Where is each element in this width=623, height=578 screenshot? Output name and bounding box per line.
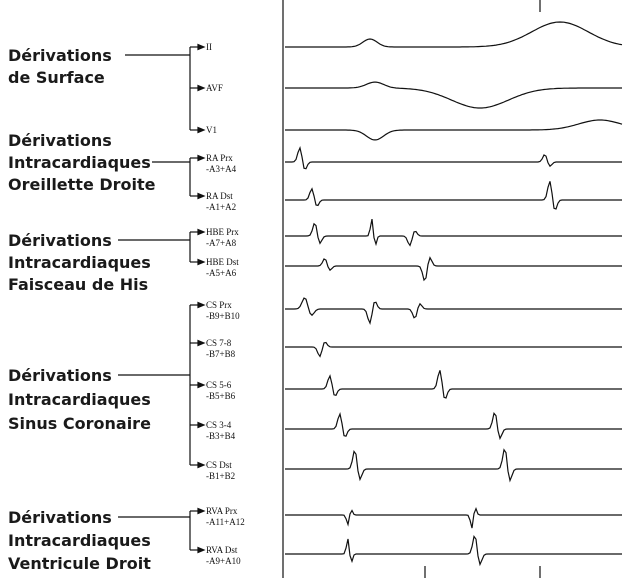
channel-label: AVF — [206, 83, 223, 93]
trace — [285, 21, 623, 48]
group-label: Intracardiaques — [8, 253, 151, 272]
channel-label: CS 5-6 — [206, 380, 232, 390]
channel-label: -B9+B10 — [206, 311, 240, 321]
group-label: Faisceau de His — [8, 275, 148, 294]
trace — [285, 448, 622, 483]
arrow-head — [197, 301, 206, 309]
trace — [285, 411, 622, 441]
arrow-head — [197, 43, 206, 51]
trace — [285, 535, 622, 567]
arrow-head — [197, 258, 206, 266]
channel-label: -A9+A10 — [206, 556, 241, 566]
channel-label: CS 3-4 — [206, 420, 232, 430]
group-label: Dérivations — [8, 46, 112, 65]
arrow-head — [197, 507, 206, 515]
channel-label: -B3+B4 — [206, 431, 236, 441]
channel-label: RVA Prx — [206, 506, 238, 516]
group-label: Dérivations — [8, 366, 112, 385]
group-label: Ventricule Droit — [8, 554, 151, 573]
channel-label: CS Prx — [206, 300, 232, 310]
channel-label: -B7+B8 — [206, 349, 236, 359]
trace — [285, 145, 622, 170]
arrow-head — [197, 126, 206, 134]
channel-label: V1 — [206, 125, 217, 135]
trace — [285, 119, 623, 141]
channel-label: -A3+A4 — [206, 164, 237, 174]
arrow-head — [197, 339, 206, 347]
group-label: Dérivations — [8, 131, 112, 150]
channel-label: CS 7-8 — [206, 338, 232, 348]
channel-label: II — [206, 42, 212, 52]
group-label: Intracardiaques — [8, 531, 151, 550]
group-label: Oreillette Droite — [8, 175, 156, 194]
group-label: Dérivations — [8, 231, 112, 250]
trace — [285, 297, 622, 326]
channel-label: HBE Dst — [206, 257, 239, 267]
channel-label: -B1+B2 — [206, 471, 235, 481]
group-label: Dérivations — [8, 508, 112, 527]
channel-label: -A11+A12 — [206, 517, 245, 527]
group-label: Intracardiaques — [8, 153, 151, 172]
channel-label: CS Dst — [206, 460, 232, 470]
arrow-head — [197, 546, 206, 554]
arrow-head — [197, 228, 206, 236]
channel-label: RA Prx — [206, 153, 233, 163]
channel-label: -A7+A8 — [206, 238, 237, 248]
arrow-head — [197, 421, 206, 429]
arrow-head — [197, 84, 206, 92]
arrow-head — [197, 461, 206, 469]
arrow-head — [197, 154, 206, 162]
trace — [285, 181, 622, 210]
group-label: Intracardiaques — [8, 390, 151, 409]
channel-label: -A5+A6 — [206, 268, 237, 278]
channel-label: RVA Dst — [206, 545, 238, 555]
channel-label: HBE Prx — [206, 227, 239, 237]
channel-label: RA Dst — [206, 191, 233, 201]
trace — [285, 370, 622, 399]
arrow-head — [197, 192, 206, 200]
trace — [285, 81, 622, 109]
trace — [285, 256, 622, 282]
trace — [285, 218, 622, 247]
group-label: Sinus Coronaire — [8, 414, 151, 433]
group-label: de Surface — [8, 68, 105, 87]
channel-label: -B5+B6 — [206, 391, 236, 401]
channel-label: -A1+A2 — [206, 202, 236, 212]
trace — [285, 341, 622, 358]
arrow-head — [197, 381, 206, 389]
trace — [285, 507, 622, 529]
